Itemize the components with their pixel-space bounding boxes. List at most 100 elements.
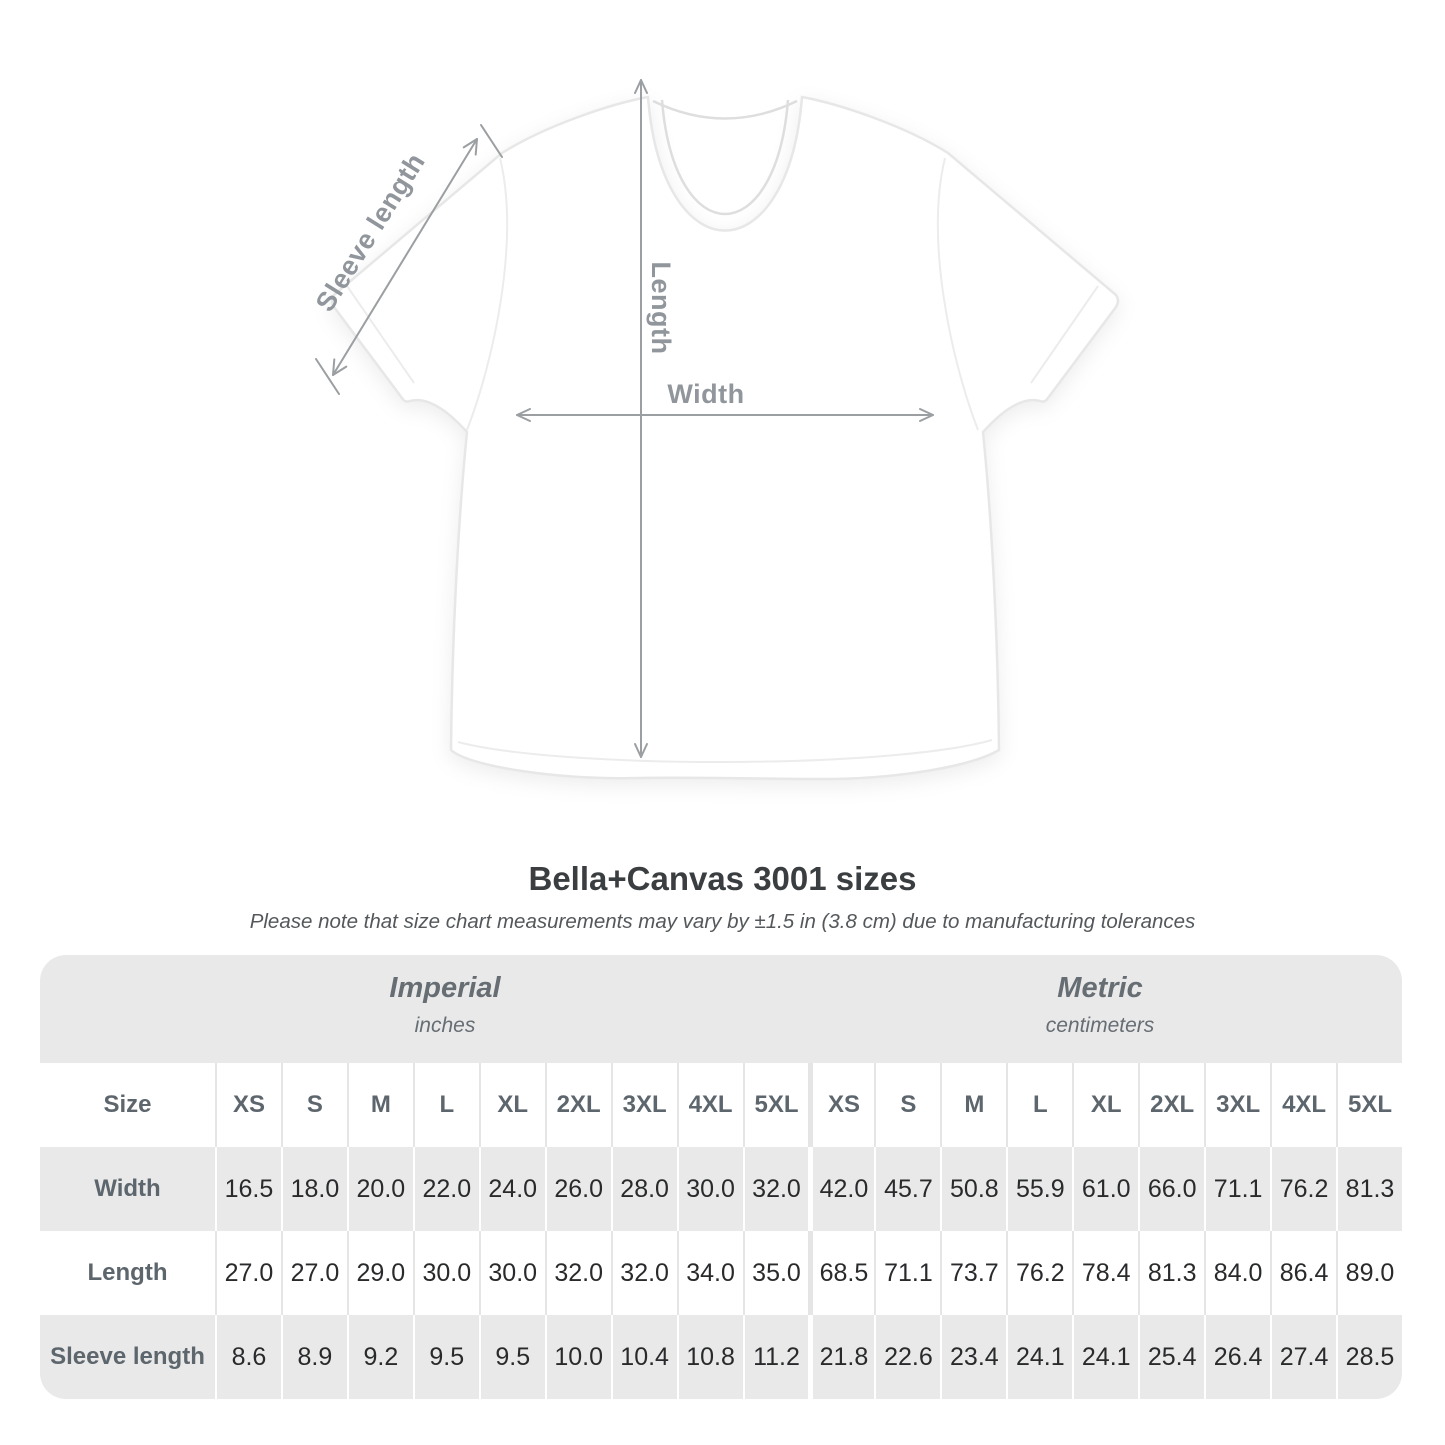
armhole-seam-right: [936, 157, 979, 431]
size-header-cell: Size: [103, 1091, 152, 1118]
length-label: Length: [646, 262, 676, 355]
sleeve-arrowhead-top: [462, 138, 478, 156]
value-cell: 10.0: [544, 1315, 611, 1399]
size-col-header: M: [346, 1063, 413, 1147]
value-cell: 50.8: [940, 1147, 1006, 1231]
size-col-header: 2XL: [1138, 1063, 1204, 1147]
value-cell: 68.5: [808, 1231, 874, 1315]
size-col-header: 5XL: [1336, 1063, 1402, 1147]
length-arrowhead-top: [634, 79, 648, 94]
value-cell: 81.3: [1138, 1231, 1204, 1315]
tshirt-measurement-diagram: Sleeve length Length Width: [310, 79, 1120, 781]
value-cell: 35.0: [742, 1231, 809, 1315]
size-col-header: XS: [808, 1063, 874, 1147]
dimension-arrows: [315, 79, 934, 758]
value-cell: 20.0: [346, 1147, 413, 1231]
size-col-header: 4XL: [676, 1063, 743, 1147]
cuff-seam-left: [346, 285, 415, 384]
size-col-header: M: [940, 1063, 1006, 1147]
table-header-row: Size XS S M L XL 2XL 3XL 4XL 5XL XS S M …: [40, 1063, 1402, 1147]
value-cell: 23.4: [940, 1315, 1006, 1399]
value-cell: 22.0: [412, 1147, 479, 1231]
value-cell: 42.0: [808, 1147, 874, 1231]
row-label: Width: [94, 1175, 161, 1202]
size-col-header: S: [280, 1063, 347, 1147]
value-cell: 34.0: [676, 1231, 743, 1315]
value-cell: 21.8: [808, 1315, 874, 1399]
value-cell: 78.4: [1072, 1231, 1138, 1315]
value-cell: 28.0: [610, 1147, 677, 1231]
unit-group-band: Imperial inches Metric centimeters: [40, 955, 1402, 1063]
value-cell: 24.1: [1072, 1315, 1138, 1399]
value-cell: 66.0: [1138, 1147, 1204, 1231]
size-col-header: 3XL: [610, 1063, 677, 1147]
value-cell: 24.1: [1006, 1315, 1072, 1399]
table-row-width: Width 16.5 18.0 20.0 22.0 24.0 26.0 28.0…: [40, 1147, 1402, 1231]
value-cell: 76.2: [1270, 1147, 1336, 1231]
imperial-group-title: Imperial: [389, 972, 501, 1004]
size-col-header: XL: [478, 1063, 545, 1147]
value-cell: 18.0: [280, 1147, 347, 1231]
table-row-length: Length 27.0 27.0 29.0 30.0 30.0 32.0 32.…: [40, 1231, 1402, 1315]
value-cell: 16.5: [215, 1147, 281, 1231]
value-cell: 86.4: [1270, 1231, 1336, 1315]
value-cell: 30.0: [412, 1231, 479, 1315]
value-cell: 27.4: [1270, 1315, 1336, 1399]
row-label: Length: [87, 1259, 168, 1286]
value-cell: 11.2: [742, 1315, 809, 1399]
value-cell: 61.0: [1072, 1147, 1138, 1231]
value-cell: 26.0: [544, 1147, 611, 1231]
collar-inner-seam: [660, 99, 790, 215]
imperial-group-unit: inches: [414, 1014, 476, 1037]
value-cell: 76.2: [1006, 1231, 1072, 1315]
value-cell: 10.4: [610, 1315, 677, 1399]
value-cell: 28.5: [1336, 1315, 1402, 1399]
value-cell: 9.5: [412, 1315, 479, 1399]
value-cell: 55.9: [1006, 1147, 1072, 1231]
metric-group-title: Metric: [1057, 972, 1143, 1004]
value-cell: 71.1: [874, 1231, 940, 1315]
sleeve-arrowhead-bottom: [332, 358, 348, 376]
size-col-header: 2XL: [544, 1063, 611, 1147]
value-cell: 89.0: [1336, 1231, 1402, 1315]
size-col-header: L: [412, 1063, 479, 1147]
value-cell: 24.0: [478, 1147, 545, 1231]
cuff-seam-right: [1030, 285, 1099, 384]
size-chart-table: Imperial inches Metric centimeters Size …: [40, 955, 1402, 1399]
width-arrowhead-left: [516, 408, 531, 422]
value-cell: 9.2: [346, 1315, 413, 1399]
row-label: Sleeve length: [50, 1343, 205, 1370]
size-col-header: 4XL: [1270, 1063, 1336, 1147]
value-cell: 27.0: [215, 1231, 281, 1315]
tolerance-note: Please note that size chart measurements…: [249, 910, 1196, 933]
value-cell: 8.6: [215, 1315, 281, 1399]
size-col-header: L: [1006, 1063, 1072, 1147]
size-col-header: S: [874, 1063, 940, 1147]
page-title: Bella+Canvas 3001 sizes: [528, 860, 917, 897]
value-cell: 30.0: [676, 1147, 743, 1231]
value-cell: 9.5: [478, 1315, 545, 1399]
value-cell: 29.0: [346, 1231, 413, 1315]
value-cell: 10.8: [676, 1315, 743, 1399]
value-cell: 73.7: [940, 1231, 1006, 1315]
length-arrowhead-bottom: [634, 743, 648, 758]
value-cell: 8.9: [280, 1315, 347, 1399]
imperial-group-header: Imperial inches: [295, 972, 595, 1038]
size-col-header: XL: [1072, 1063, 1138, 1147]
value-cell: 22.6: [874, 1315, 940, 1399]
value-cell: 32.0: [742, 1147, 809, 1231]
value-cell: 27.0: [280, 1231, 347, 1315]
width-label: Width: [667, 379, 744, 409]
armhole-seam-left: [466, 157, 509, 431]
tshirt-illustration: [330, 95, 1120, 781]
metric-group-unit: centimeters: [1045, 1014, 1155, 1037]
size-col-header: 5XL: [742, 1063, 809, 1147]
value-cell: 84.0: [1204, 1231, 1270, 1315]
value-cell: 71.1: [1204, 1147, 1270, 1231]
metric-group-header: Metric centimeters: [950, 972, 1250, 1038]
value-cell: 81.3: [1336, 1147, 1402, 1231]
sleeve-arrow: [332, 138, 478, 376]
tshirt-silhouette: [330, 95, 1120, 781]
value-cell: 30.0: [478, 1231, 545, 1315]
